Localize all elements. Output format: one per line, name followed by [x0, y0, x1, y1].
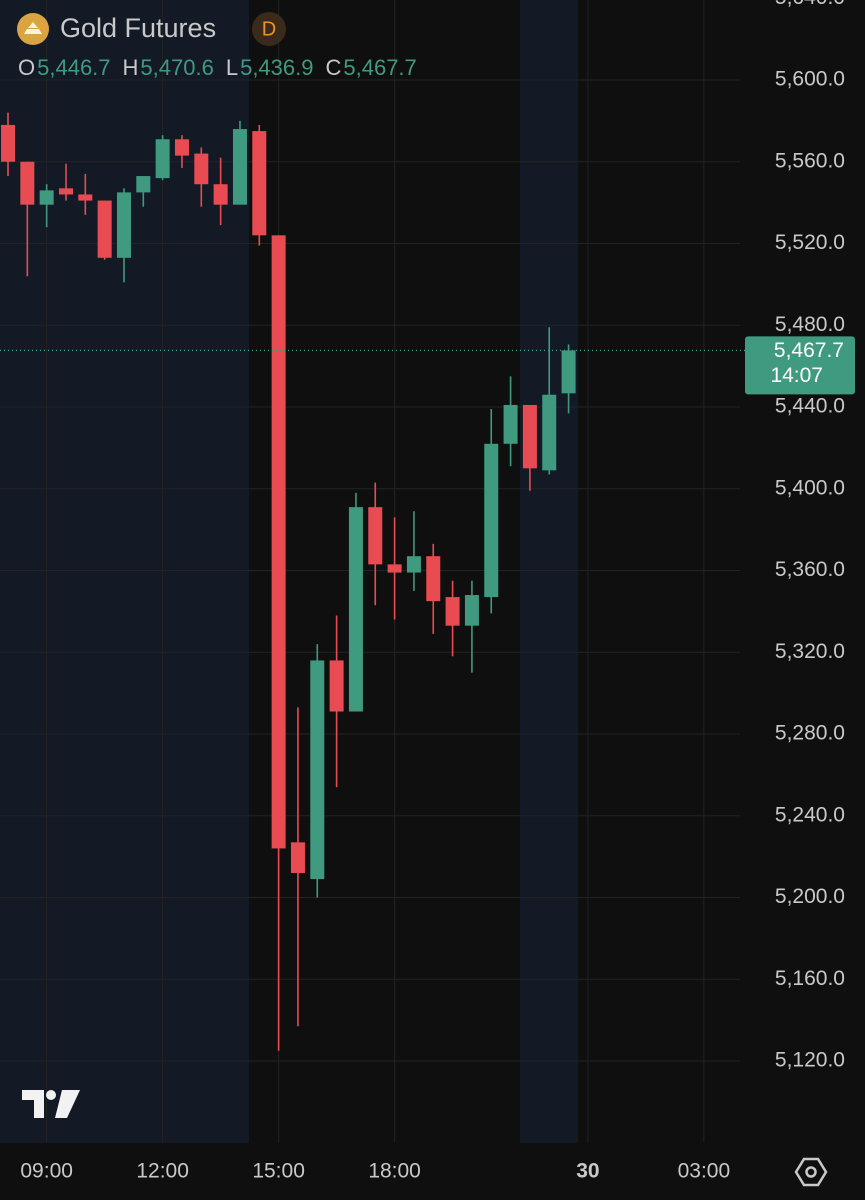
y-tick-label: 5,200.0	[775, 885, 845, 908]
candle-body	[194, 153, 209, 185]
candle-body	[348, 507, 363, 712]
y-tick-label: 5,280.0	[775, 722, 845, 745]
y-tick-label: 5,560.0	[775, 149, 845, 172]
logo-part	[22, 1090, 44, 1118]
y-tick-label: 5,160.0	[775, 967, 845, 990]
candle-body	[503, 404, 518, 444]
candle-body	[97, 200, 112, 258]
session-shade	[520, 0, 578, 1143]
y-tick-label: 5,360.0	[775, 558, 845, 581]
x-tick-label: 09:00	[20, 1160, 73, 1183]
settings-button[interactable]	[794, 1157, 828, 1187]
y-tick-label: 5,240.0	[775, 803, 845, 826]
candle-body	[329, 660, 344, 712]
x-tick-label: 15:00	[252, 1160, 305, 1183]
ohlc-key: C	[325, 55, 341, 80]
tradingview-logo	[22, 1090, 80, 1118]
y-tick-label: 5,440.0	[775, 395, 845, 418]
ohlc-value: 5,446.7	[37, 55, 110, 80]
symbol-icon-glyph	[24, 22, 42, 34]
candle-body	[1, 124, 15, 162]
ohlc-key: H	[123, 55, 139, 80]
ohlc-legend: O 5,446.7 H 5,470.6 L 5,436.9 C 5,467.7	[18, 55, 417, 80]
candle-body	[174, 139, 189, 156]
y-tick-label: 5,480.0	[775, 313, 845, 336]
candle-body	[522, 404, 537, 469]
candle-body	[310, 660, 325, 880]
candle-body	[39, 190, 54, 205]
grid	[0, 0, 740, 1143]
settings-icon[interactable]	[805, 1166, 817, 1178]
ohlc-value: 5,467.7	[343, 55, 416, 80]
candle-body	[387, 564, 402, 573]
symbol-name: Gold Futures	[60, 13, 216, 43]
x-tick-label: 18:00	[368, 1160, 421, 1183]
candle-body	[426, 556, 441, 602]
ohlc-value: 5,470.6	[140, 55, 213, 80]
x-tick-label: 12:00	[136, 1160, 189, 1183]
candle-body	[58, 188, 73, 195]
session-shade	[0, 0, 249, 1143]
x-tick-label: 30	[576, 1160, 599, 1183]
last-price-box	[745, 336, 855, 395]
candle-body	[232, 129, 247, 205]
interval-label: D	[262, 18, 276, 40]
candles	[1, 112, 576, 1051]
candle-body	[136, 176, 151, 193]
candle-body	[445, 597, 460, 626]
y-tick-label: 5,320.0	[775, 640, 845, 663]
candle-body	[252, 131, 267, 236]
y-tick-label: 5,600.0	[775, 68, 845, 91]
last-price-label: 5,467.7	[774, 339, 844, 362]
y-tick-label: 5,400.0	[775, 476, 845, 499]
candle-body	[155, 139, 170, 179]
overlay: Gold Futures D O 5,446.7 H 5,470.6 L 5,436.9 C…	[0, 0, 855, 1187]
ohlc-key: O	[18, 55, 35, 80]
candle-body	[20, 161, 35, 205]
candle-body	[406, 556, 421, 573]
y-tick-label: 5,520.0	[775, 231, 845, 254]
candle-body	[78, 194, 93, 201]
countdown-label: 14:07	[770, 364, 823, 387]
settings-icon[interactable]	[794, 1157, 828, 1187]
x-tick-label: 03:00	[678, 1160, 731, 1183]
candle-body	[290, 842, 305, 873]
y-tick-label: 5,640.0	[775, 0, 845, 9]
candle-body	[271, 235, 286, 849]
ohlc-value: 5,436.9	[240, 55, 313, 80]
candle-body	[542, 394, 557, 471]
candle-body	[464, 595, 479, 626]
y-tick-label: 5,120.0	[775, 1049, 845, 1072]
candle-body	[213, 184, 228, 205]
candle-body	[484, 443, 499, 598]
ohlc-key: L	[226, 55, 238, 80]
candle-body	[116, 192, 131, 258]
logo-part	[46, 1090, 56, 1100]
logo-part	[55, 1090, 80, 1118]
candle-body	[368, 507, 383, 565]
candle-body	[561, 350, 576, 394]
interval-badge	[252, 12, 286, 46]
